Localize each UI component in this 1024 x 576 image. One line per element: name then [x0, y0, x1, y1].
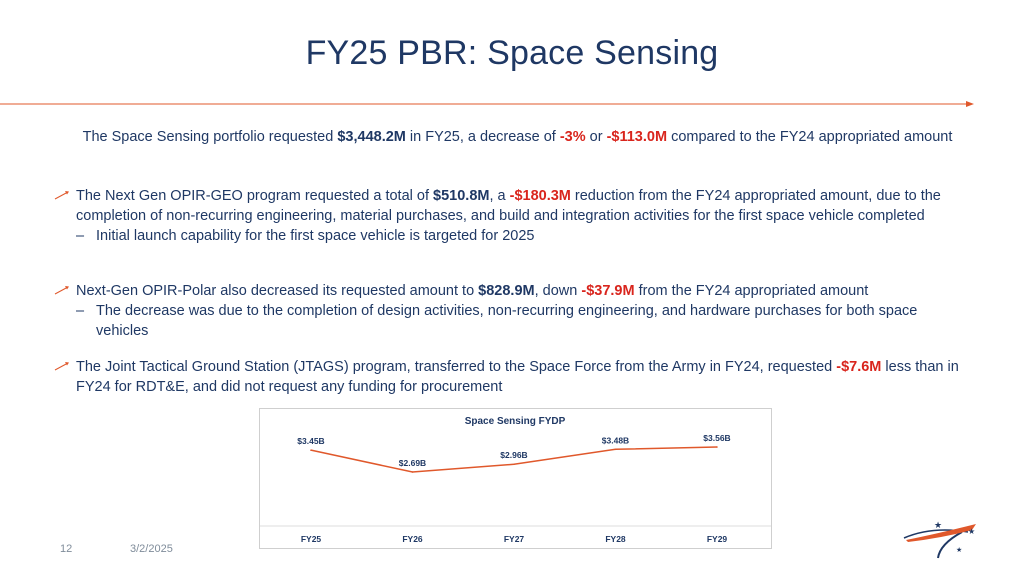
page-number: 12	[60, 543, 73, 555]
x-tick-label: FY28	[605, 534, 626, 544]
intro-text-2: in FY25, a decrease of	[405, 129, 560, 145]
intro-portfolio-amount: $3,448.2M	[337, 129, 406, 145]
bullet-text: less than in FY24 for RDT&E, and did not…	[76, 359, 959, 395]
data-label: $3.48B	[602, 435, 629, 445]
slide-title: FY25 PBR: Space Sensing	[305, 34, 719, 72]
x-tick-label: FY25	[301, 534, 322, 544]
data-point	[411, 471, 414, 473]
bullet-change: -$180.3M	[509, 188, 571, 204]
bullet-text: , a	[489, 188, 510, 204]
x-tick-label: FY29	[707, 534, 728, 544]
intro-text-3: or	[585, 129, 607, 145]
svg-text:★: ★	[956, 546, 962, 554]
intro-text-1: The Space Sensing portfolio requested	[82, 129, 338, 145]
intro-percent-change: -3%	[559, 129, 586, 145]
sub-bullet-text: The decrease was due to the completion o…	[96, 303, 918, 339]
data-point	[513, 463, 515, 466]
bullet-text: The Next Gen OPIR-GEO program requested …	[76, 188, 434, 204]
bullet-change: -$37.9M	[581, 283, 635, 299]
data-point	[310, 449, 312, 451]
bullet-amount: $510.8M	[433, 188, 490, 204]
chart-svg: Space Sensing FYDP $3.45B FY25 $2.69B FY26 $…	[260, 416, 771, 544]
arrow-bullet-icon	[54, 286, 69, 295]
sub-bullet: – Initial launch capability for the first…	[76, 228, 535, 244]
space-sensing-fydp-chart: Space Sensing FYDP $3.45B FY25 $2.69B FY26 $…	[259, 408, 772, 549]
svg-text:★: ★	[934, 521, 942, 531]
svg-text:★: ★	[968, 527, 975, 536]
bullet-text: reduction from the FY24 appropriated amo…	[76, 188, 941, 224]
sub-bullet-text: Initial launch capability for the first …	[96, 228, 535, 244]
intro-dollar-change: -$113.0M	[606, 129, 668, 145]
title-divider	[0, 101, 974, 107]
bullet-opir-geo: The Next Gen OPIR-GEO program requested …	[54, 186, 969, 246]
x-tick-label: FY27	[504, 534, 525, 544]
x-tick-label: FY26	[402, 534, 423, 544]
sub-bullet: – The decrease was due to the completion …	[76, 303, 918, 339]
data-label: $3.45B	[297, 436, 324, 446]
bullet-change: -$7.6M	[836, 359, 882, 375]
bullet-text: , down	[534, 283, 582, 299]
bullet-text: Next-Gen OPIR-Polar also decreased its r…	[76, 283, 479, 299]
intro-paragraph: The Space Sensing portfolio requested $3…	[60, 127, 975, 147]
bullet-text: from the FY24 appropriated amount	[634, 283, 869, 299]
data-label: $2.96B	[500, 450, 527, 460]
arrow-bullet-icon	[54, 191, 69, 200]
bullet-opir-polar: Next-Gen OPIR-Polar also decreased its r…	[54, 281, 969, 341]
bullet-jtags: The Joint Tactical Ground Station (JTAGS…	[54, 357, 969, 397]
data-label: $2.69B	[399, 458, 426, 468]
bullet-text: The Joint Tactical Ground Station (JTAGS…	[76, 359, 837, 375]
bullet-amount: $828.9M	[478, 283, 535, 299]
data-label: $3.56B	[703, 433, 730, 443]
data-point	[614, 448, 617, 451]
slide-date: 3/2/2025	[130, 543, 173, 555]
data-point	[716, 446, 718, 448]
intro-text-4: compared to the FY24 appropriated amount	[667, 129, 953, 145]
chart-title: Space Sensing FYDP	[465, 416, 566, 427]
arrow-bullet-icon	[54, 362, 69, 371]
company-logo-icon: ★ ★ ★	[903, 521, 976, 559]
